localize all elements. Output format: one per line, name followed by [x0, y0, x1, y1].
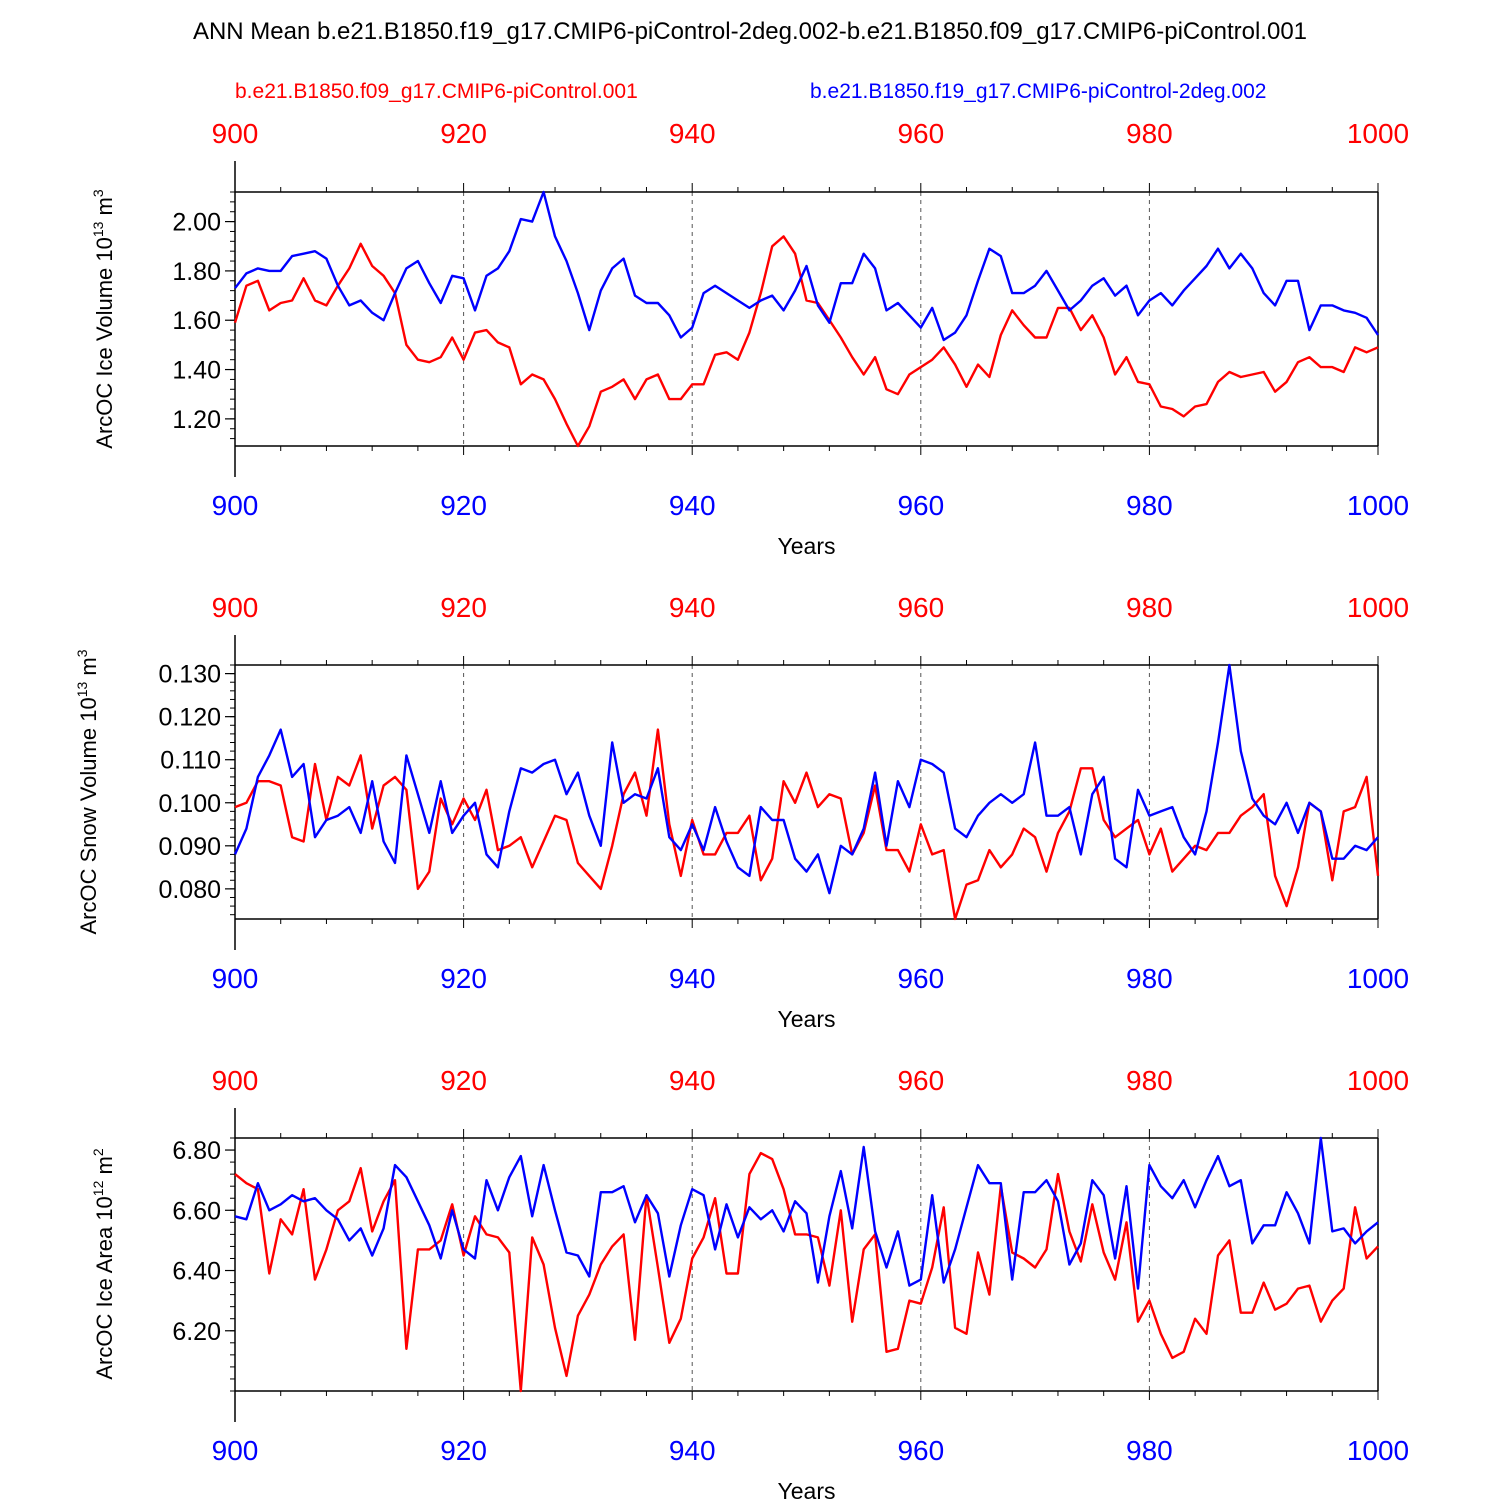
- panel1-x-tick-label-bottom: 900: [212, 490, 259, 521]
- panel1-series-line-red: [233, 235, 1379, 448]
- panel2-x-tick-label-top: 900: [212, 592, 259, 623]
- panel1-x-tick-label-top: 1000: [1347, 118, 1409, 149]
- panel3-y-axis-label: ArcOC Ice Area 1012 m2: [90, 1148, 117, 1379]
- panel2-series-line-blue: [233, 663, 1379, 895]
- panel2-y-tick-label: 0.080: [158, 876, 221, 904]
- panel2-x-tick-label-bottom: 980: [1126, 963, 1173, 994]
- panel1-series-line-blue: [234, 190, 1380, 342]
- panel1-y-tick-label: 2.00: [172, 209, 221, 237]
- panel2-x-tick-label-bottom: 960: [897, 963, 944, 994]
- panel3-y-tick-label: 6.60: [172, 1197, 221, 1225]
- panel3-x-tick-label-top: 1000: [1347, 1065, 1409, 1096]
- panel2-x-tick-label-top: 960: [897, 592, 944, 623]
- panel2-x-tick-label-top: 980: [1126, 592, 1173, 623]
- panel3-x-tick-label-top: 980: [1126, 1065, 1173, 1096]
- panel2-series-line-red: [234, 728, 1380, 921]
- panel1-x-tick-label-top: 920: [440, 118, 487, 149]
- panel1-x-tick-label-top: 960: [897, 118, 944, 149]
- legend-blue-label: b.e21.B1850.f19_g17.CMIP6-piControl-2deg…: [810, 80, 1267, 103]
- panel1-x-tick-label-top: 900: [212, 118, 259, 149]
- panel1-x-tick-label-bottom: 940: [669, 490, 716, 521]
- panel2-x-axis-label: Years: [778, 1006, 836, 1032]
- panel1-x-tick-label-bottom: 1000: [1347, 490, 1409, 521]
- panel3-series-line-red: [234, 1151, 1379, 1393]
- panel3-y-tick-label: 6.20: [172, 1318, 221, 1346]
- panel3-x-tick-label-bottom: 960: [897, 1435, 944, 1466]
- panel2-x-tick-label-bottom: 1000: [1347, 963, 1409, 994]
- panel3-x-tick-label-bottom: 900: [212, 1435, 259, 1466]
- panel1-y-tick-label: 1.80: [172, 258, 221, 286]
- figure-title: ANN Mean b.e21.B1850.f19_g17.CMIP6-piCon…: [192, 18, 1308, 45]
- panel1-y-tick-label: 1.60: [172, 307, 221, 335]
- panel2-x-tick-label-top: 1000: [1347, 592, 1409, 623]
- panel1-y-axis-label: ArcOC Ice Volume 1013 m3: [90, 189, 117, 449]
- panel2-y-tick-label: 0.110: [160, 747, 221, 775]
- panel3-x-tick-label-bottom: 980: [1126, 1435, 1173, 1466]
- panel3-x-tick-label-bottom: 940: [669, 1435, 716, 1466]
- panel3-series-line-blue: [234, 1136, 1379, 1290]
- panel1-x-tick-label-bottom: 980: [1126, 490, 1173, 521]
- panel2-y-tick-label: 0.120: [158, 704, 221, 732]
- panel2-x-tick-label-bottom: 920: [440, 963, 487, 994]
- panel2-y-tick-label: 0.100: [158, 790, 221, 818]
- panel3-y-tick-label: 6.80: [172, 1137, 221, 1165]
- legend-red-label: b.e21.B1850.f09_g17.CMIP6-piControl.001: [235, 80, 638, 103]
- panel1-x-tick-label-bottom: 920: [440, 490, 487, 521]
- panel3-x-tick-label-top: 940: [669, 1065, 716, 1096]
- panel1-x-tick-label-top: 940: [669, 118, 716, 149]
- panel1-x-tick-label-bottom: 960: [897, 490, 944, 521]
- panel3-x-tick-label-top: 920: [440, 1065, 487, 1096]
- panel2-y-tick-label: 0.130: [158, 661, 221, 689]
- panel3-x-tick-label-top: 960: [897, 1065, 944, 1096]
- panel2-x-tick-label-bottom: 940: [669, 963, 716, 994]
- panel3-x-tick-label-bottom: 920: [440, 1435, 487, 1466]
- panel3-y-tick-label: 6.40: [172, 1258, 221, 1286]
- panel2-y-tick-label: 0.090: [158, 833, 221, 861]
- panel1-y-tick-label: 1.40: [172, 357, 221, 385]
- panel3-x-tick-label-top: 900: [212, 1065, 259, 1096]
- panel1-y-tick-label: 1.20: [172, 406, 221, 434]
- panel2-x-tick-label-bottom: 900: [212, 963, 259, 994]
- panel3-x-tick-label-bottom: 1000: [1347, 1435, 1409, 1466]
- panel2-x-tick-label-top: 940: [669, 592, 716, 623]
- panel2-x-tick-label-top: 920: [440, 592, 487, 623]
- panel3-x-axis-label: Years: [778, 1478, 836, 1500]
- panel1-x-axis-label: Years: [778, 533, 836, 559]
- panel2-y-axis-label: ArcOC Snow Volume 1013 m3: [74, 649, 101, 934]
- panel1-x-tick-label-top: 980: [1126, 118, 1173, 149]
